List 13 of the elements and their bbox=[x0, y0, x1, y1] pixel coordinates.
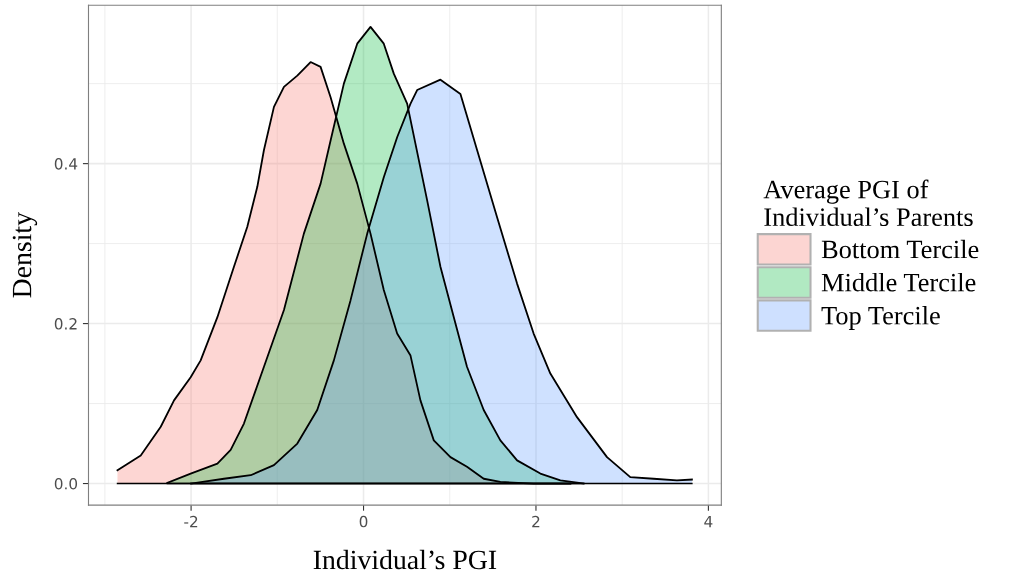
legend-label: Top Tercile bbox=[821, 306, 940, 330]
legend-title: Average PGI of Individual’s Parents bbox=[763, 179, 973, 227]
y-axis-title: Density bbox=[12, 212, 38, 298]
x-tick-label: -2 bbox=[184, 515, 198, 528]
y-tick-label: 0.2 bbox=[54, 318, 77, 330]
legend-label: Bottom Tercile bbox=[821, 239, 979, 259]
x-tick-label: 2 bbox=[532, 515, 540, 528]
x-tick-label: 4 bbox=[704, 516, 713, 528]
y-tick-label: 0.4 bbox=[54, 158, 78, 170]
y-tick-label: 0.0 bbox=[54, 478, 78, 490]
x-axis-title: Individual’s PGI bbox=[313, 549, 497, 570]
legend-label: Middle Tercile bbox=[821, 272, 976, 292]
x-tick-label: 0 bbox=[359, 515, 368, 528]
